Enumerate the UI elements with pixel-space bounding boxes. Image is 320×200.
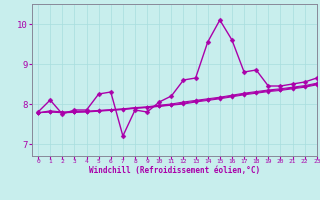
X-axis label: Windchill (Refroidissement éolien,°C): Windchill (Refroidissement éolien,°C) (89, 166, 260, 175)
